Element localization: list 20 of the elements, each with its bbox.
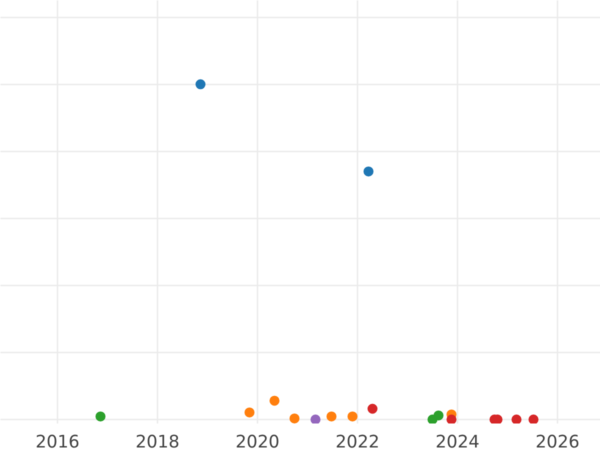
point xyxy=(270,396,280,406)
x-tick-label: 2020 xyxy=(235,432,280,450)
point xyxy=(434,410,444,420)
point xyxy=(290,413,300,424)
x-tick-label: 2022 xyxy=(335,432,380,450)
x-tick-label: 2026 xyxy=(535,432,580,450)
x-tick-label: 2024 xyxy=(435,432,480,450)
point xyxy=(364,166,374,176)
point xyxy=(512,414,522,424)
point xyxy=(310,414,320,424)
point xyxy=(368,404,378,414)
point xyxy=(96,411,106,422)
point xyxy=(348,411,358,422)
point xyxy=(244,407,254,418)
x-tick-label: 2016 xyxy=(35,432,80,450)
point xyxy=(326,411,336,422)
point xyxy=(528,414,538,424)
x-tick-label: 2018 xyxy=(135,432,180,450)
point xyxy=(196,79,206,90)
point xyxy=(446,414,456,424)
